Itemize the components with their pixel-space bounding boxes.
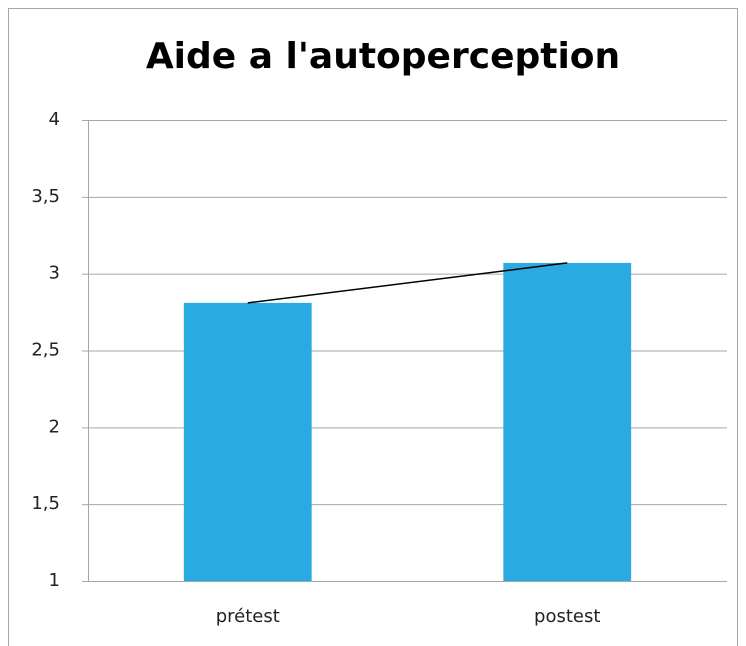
- bar: [503, 262, 632, 581]
- y-tick-label: 4: [49, 109, 60, 130]
- bar: [183, 302, 312, 581]
- chart-title: Aide a l'autoperception: [146, 36, 620, 77]
- x-tick-label: postest: [534, 606, 600, 627]
- chart-frame: [8, 8, 738, 646]
- y-tick-label: 2: [49, 416, 60, 437]
- y-tick-label: 1,5: [31, 493, 60, 514]
- x-tick-label: prétest: [216, 606, 280, 627]
- y-tick-label: 3: [49, 263, 60, 284]
- trendline: [247, 262, 568, 304]
- y-tick-label: 1: [49, 570, 60, 591]
- y-tick-label: 2,5: [31, 340, 60, 361]
- y-tick-label: 3,5: [31, 186, 60, 207]
